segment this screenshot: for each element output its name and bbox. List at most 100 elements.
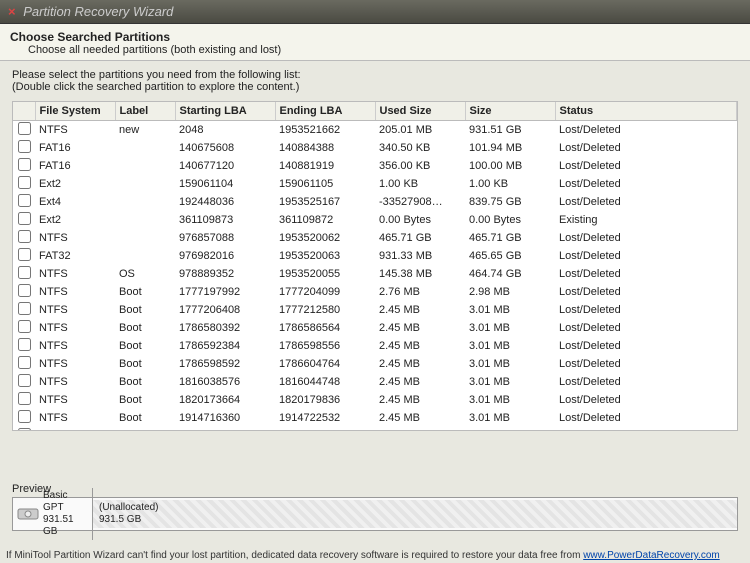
cell-ending-lba: 1786598556 <box>275 337 375 355</box>
close-icon[interactable]: × <box>8 4 16 19</box>
col-used-size[interactable]: Used Size <box>375 102 465 121</box>
instruct-line-1: Please select the partitions you need fr… <box>12 69 738 81</box>
col-filesystem[interactable]: File System <box>35 102 115 121</box>
preview-section: Preview Basic GPT 931.51 GB (Unallocated… <box>0 481 750 535</box>
row-checkbox[interactable] <box>18 140 31 153</box>
cell-fs: Ext2 <box>35 211 115 229</box>
cell-size: 3.01 MB <box>465 409 555 427</box>
table-row[interactable]: NTFS9768570881953520062465.71 GB465.71 G… <box>13 229 737 247</box>
table-row[interactable]: NTFSBoot181603857618160447482.45 MB3.01 … <box>13 373 737 391</box>
cell-size: 3.01 MB <box>465 427 555 431</box>
cell-starting-lba: 1786580392 <box>175 319 275 337</box>
cell-ending-lba: 1816044748 <box>275 373 375 391</box>
row-checkbox[interactable] <box>18 338 31 351</box>
row-checkbox[interactable] <box>18 266 31 279</box>
table-row[interactable]: NTFSBoot178658039217865865642.45 MB3.01 … <box>13 319 737 337</box>
region-label: (Unallocated) <box>99 502 731 514</box>
table-row[interactable]: NTFSBoot177719799217772040992.76 MB2.98 … <box>13 283 737 301</box>
cell-size: 3.01 MB <box>465 337 555 355</box>
cell-fs: NTFS <box>35 409 115 427</box>
cell-status: Lost/Deleted <box>555 319 737 337</box>
col-check <box>13 102 35 121</box>
table-row[interactable]: NTFSOS9788893521953520055145.38 MB464.74… <box>13 265 737 283</box>
row-checkbox[interactable] <box>18 428 31 431</box>
cell-ending-lba: 1953525167 <box>275 193 375 211</box>
cell-fs: NTFS <box>35 373 115 391</box>
row-checkbox[interactable] <box>18 356 31 369</box>
disk-info: Basic GPT 931.51 GB <box>13 488 93 540</box>
cell-status: Lost/Deleted <box>555 157 737 175</box>
cell-fs: NTFS <box>35 391 115 409</box>
table-row[interactable]: FAT16140675608140884388340.50 KB101.94 M… <box>13 139 737 157</box>
table-row[interactable]: NTFSBoot191471636019147225322.45 MB3.01 … <box>13 409 737 427</box>
cell-label: Boot <box>115 427 175 431</box>
table-row[interactable]: NTFSBoot191487280019148789722.45 MB3.01 … <box>13 427 737 431</box>
table-row[interactable]: Ext41924480361953525167-33527908…839.75 … <box>13 193 737 211</box>
cell-label: Boot <box>115 301 175 319</box>
cell-status: Lost/Deleted <box>555 391 737 409</box>
cell-status: Lost/Deleted <box>555 373 737 391</box>
cell-ending-lba: 1953520062 <box>275 229 375 247</box>
cell-status: Lost/Deleted <box>555 175 737 193</box>
table-row[interactable]: NTFSBoot178659859217866047642.45 MB3.01 … <box>13 355 737 373</box>
cell-fs: FAT16 <box>35 139 115 157</box>
cell-status: Lost/Deleted <box>555 193 737 211</box>
row-checkbox[interactable] <box>18 176 31 189</box>
cell-fs: NTFS <box>35 319 115 337</box>
cell-starting-lba: 976857088 <box>175 229 275 247</box>
table-row[interactable]: Ext23611098733611098720.00 Bytes0.00 Byt… <box>13 211 737 229</box>
cell-ending-lba: 1914722532 <box>275 409 375 427</box>
table-row[interactable]: FAT16140677120140881919356.00 KB100.00 M… <box>13 157 737 175</box>
table-row[interactable]: NTFSBoot177720640817772125802.45 MB3.01 … <box>13 301 737 319</box>
cell-ending-lba: 140884388 <box>275 139 375 157</box>
cell-size: 931.51 GB <box>465 121 555 140</box>
table-row[interactable]: NTFSBoot178659238417865985562.45 MB3.01 … <box>13 337 737 355</box>
disk-preview-bar[interactable]: Basic GPT 931.51 GB (Unallocated) 931.5 … <box>12 497 738 531</box>
col-label[interactable]: Label <box>115 102 175 121</box>
cell-status: Lost/Deleted <box>555 409 737 427</box>
cell-starting-lba: 2048 <box>175 121 275 140</box>
row-checkbox[interactable] <box>18 122 31 135</box>
partition-table-container[interactable]: File System Label Starting LBA Ending LB… <box>12 101 738 431</box>
row-checkbox[interactable] <box>18 284 31 297</box>
col-size[interactable]: Size <box>465 102 555 121</box>
cell-status: Lost/Deleted <box>555 139 737 157</box>
cell-label <box>115 139 175 157</box>
row-checkbox[interactable] <box>18 212 31 225</box>
cell-used: 2.45 MB <box>375 337 465 355</box>
cell-fs: FAT16 <box>35 157 115 175</box>
row-checkbox[interactable] <box>18 302 31 315</box>
cell-ending-lba: 1820179836 <box>275 391 375 409</box>
cell-label: Boot <box>115 355 175 373</box>
col-ending-lba[interactable]: Ending LBA <box>275 102 375 121</box>
row-checkbox[interactable] <box>18 194 31 207</box>
table-row[interactable]: NTFSBoot182017366418201798362.45 MB3.01 … <box>13 391 737 409</box>
cell-fs: NTFS <box>35 283 115 301</box>
partition-table: File System Label Starting LBA Ending LB… <box>13 102 737 431</box>
wizard-header: Choose Searched Partitions Choose all ne… <box>0 24 750 61</box>
footer-hint: If MiniTool Partition Wizard can't find … <box>0 548 750 563</box>
table-row[interactable]: NTFSnew20481953521662205.01 MB931.51 GBL… <box>13 121 737 140</box>
footer-link[interactable]: www.PowerDataRecovery.com <box>583 550 720 561</box>
row-checkbox[interactable] <box>18 248 31 261</box>
row-checkbox[interactable] <box>18 374 31 387</box>
table-row[interactable]: FAT329769820161953520063931.33 MB465.65 … <box>13 247 737 265</box>
row-checkbox[interactable] <box>18 230 31 243</box>
disk-region[interactable]: (Unallocated) 931.5 GB <box>93 500 737 528</box>
cell-used: 145.38 MB <box>375 265 465 283</box>
row-checkbox[interactable] <box>18 410 31 423</box>
row-checkbox[interactable] <box>18 158 31 171</box>
cell-ending-lba: 1953520063 <box>275 247 375 265</box>
col-status[interactable]: Status <box>555 102 737 121</box>
table-row[interactable]: Ext21590611041590611051.00 KB1.00 KBLost… <box>13 175 737 193</box>
cell-starting-lba: 159061104 <box>175 175 275 193</box>
col-starting-lba[interactable]: Starting LBA <box>175 102 275 121</box>
cell-starting-lba: 1777206408 <box>175 301 275 319</box>
cell-status: Lost/Deleted <box>555 427 737 431</box>
preview-label: Preview <box>12 483 738 495</box>
row-checkbox[interactable] <box>18 392 31 405</box>
disk-size: 931.51 GB <box>43 514 88 538</box>
cell-ending-lba: 361109872 <box>275 211 375 229</box>
cell-fs: NTFS <box>35 337 115 355</box>
row-checkbox[interactable] <box>18 320 31 333</box>
